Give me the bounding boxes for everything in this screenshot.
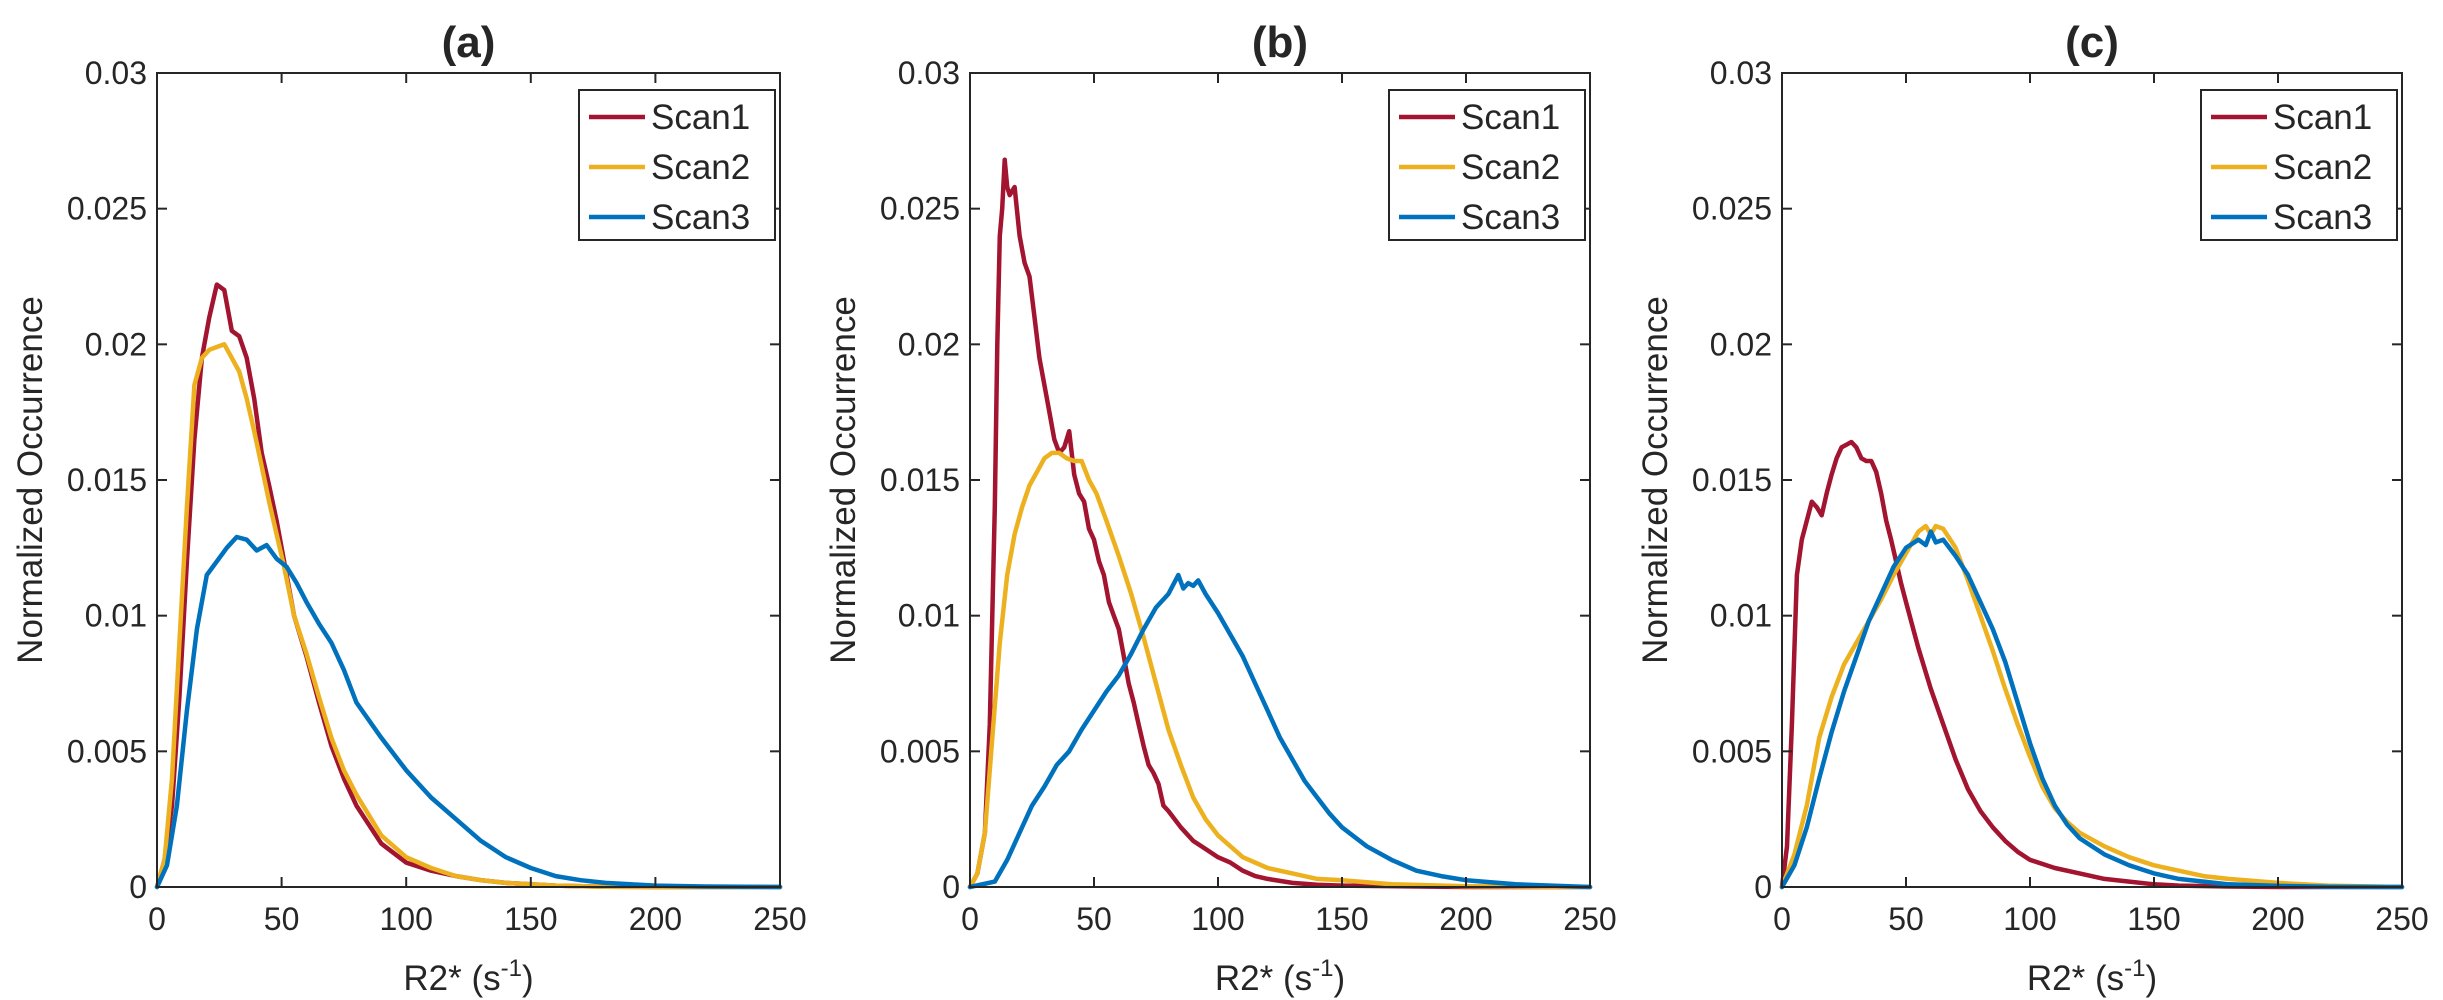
panel-1: (a) 0 50 100 150 200 250 0 0.005 0.01 0.015 0.02 0.0… bbox=[11, 18, 807, 998]
y-tick-label: 0.02 bbox=[1710, 326, 1772, 362]
legend-label-scan3: Scan3 bbox=[651, 198, 750, 237]
panel-title: (c) bbox=[2065, 18, 2119, 67]
y-tick-label: 0.025 bbox=[1692, 191, 1772, 227]
legend-label-scan1: Scan1 bbox=[2273, 98, 2372, 137]
x-tick-label: 50 bbox=[1888, 901, 1924, 937]
y-tick-label: 0.01 bbox=[1710, 598, 1772, 634]
x-tick-label: 100 bbox=[380, 901, 433, 937]
y-tick-label: 0.01 bbox=[898, 598, 960, 634]
y-tick-label: 0.015 bbox=[880, 462, 960, 498]
series-line-scan1 bbox=[1779, 439, 2405, 890]
legend-label-scan2: Scan2 bbox=[651, 148, 750, 187]
x-axis-label-close: ) bbox=[1333, 959, 1345, 998]
series-line-scan3 bbox=[154, 534, 783, 890]
x-axis-label-sup: -1 bbox=[501, 955, 522, 982]
x-axis-label-close: ) bbox=[2145, 959, 2157, 998]
x-tick-label: 200 bbox=[2251, 901, 2304, 937]
y-tick-label: 0.01 bbox=[85, 598, 147, 634]
panel-2: (b) 0 50 100 150 200 250 0 0.005 0.01 0.015 0.02 0.0… bbox=[824, 18, 1617, 998]
y-tick-label: 0 bbox=[942, 869, 960, 905]
x-axis-label-sup: -1 bbox=[1312, 955, 1333, 982]
y-tick-label: 0.02 bbox=[898, 326, 960, 362]
x-tick-label: 250 bbox=[753, 901, 806, 937]
series-line-scan3 bbox=[967, 572, 1593, 890]
y-tick-label: 0.02 bbox=[85, 326, 147, 362]
x-axis-label: R2* (s-1) bbox=[2027, 955, 2157, 998]
y-tick-label: 0.03 bbox=[1710, 55, 1772, 91]
series-line-scan2 bbox=[967, 450, 1593, 890]
y-tick-label: 0.03 bbox=[898, 55, 960, 91]
x-axis-label: R2* (s-1) bbox=[1215, 955, 1345, 998]
legend-label-scan2: Scan2 bbox=[2273, 148, 2372, 187]
y-tick-label: 0.005 bbox=[1692, 733, 1772, 769]
panel-title: (a) bbox=[442, 18, 496, 67]
y-tick-label: 0 bbox=[129, 869, 147, 905]
legend-label-scan2: Scan2 bbox=[1461, 148, 1560, 187]
x-tick-label: 150 bbox=[2127, 901, 2180, 937]
series-group bbox=[1779, 439, 2405, 890]
y-tick-label: 0.015 bbox=[67, 462, 147, 498]
legend: Scan1 Scan2 Scan3 bbox=[2200, 89, 2398, 241]
panel-3: (c) 0 50 100 150 200 250 0 0.005 0.01 0.015 0.02 0.0… bbox=[1636, 18, 2429, 998]
x-axis-label-main: R2* (s bbox=[2027, 959, 2124, 998]
legend-label-scan1: Scan1 bbox=[651, 98, 750, 137]
series-line-scan1 bbox=[154, 282, 783, 890]
x-tick-label: 200 bbox=[629, 901, 682, 937]
x-tick-label: 250 bbox=[1563, 901, 1616, 937]
y-tick-label: 0.03 bbox=[85, 55, 147, 91]
series-group bbox=[154, 282, 783, 890]
legend-label-scan1: Scan1 bbox=[1461, 98, 1560, 137]
x-tick-label: 0 bbox=[148, 901, 166, 937]
y-axis-label: Normalized Occurrence bbox=[1636, 296, 1675, 664]
legend: Scan1 Scan2 Scan3 bbox=[1388, 89, 1586, 241]
x-axis-label-main: R2* (s bbox=[1215, 959, 1312, 998]
series-line-scan3 bbox=[1779, 529, 2405, 890]
x-tick-label: 250 bbox=[2375, 901, 2428, 937]
x-tick-label: 200 bbox=[1439, 901, 1492, 937]
x-tick-label: 0 bbox=[961, 901, 979, 937]
x-tick-label: 0 bbox=[1773, 901, 1791, 937]
series-line-scan1 bbox=[967, 157, 1593, 890]
y-tick-label: 0 bbox=[1754, 869, 1772, 905]
panel-title: (b) bbox=[1252, 18, 1308, 67]
x-axis-label-close: ) bbox=[522, 959, 534, 998]
series-line-scan2 bbox=[154, 342, 783, 890]
y-tick-label: 0.005 bbox=[67, 733, 147, 769]
y-tick-label: 0.005 bbox=[880, 733, 960, 769]
x-tick-label: 150 bbox=[504, 901, 557, 937]
y-tick-label: 0.025 bbox=[67, 191, 147, 227]
x-axis-label-main: R2* (s bbox=[403, 959, 500, 998]
legend-label-scan3: Scan3 bbox=[1461, 198, 1560, 237]
y-tick-label: 0.015 bbox=[1692, 462, 1772, 498]
x-tick-label: 150 bbox=[1315, 901, 1368, 937]
x-tick-label: 100 bbox=[2003, 901, 2056, 937]
series-group bbox=[967, 157, 1593, 890]
x-axis-label-sup: -1 bbox=[2124, 955, 2145, 982]
y-axis-label: Normalized Occurrence bbox=[11, 296, 50, 664]
legend: Scan1 Scan2 Scan3 bbox=[578, 89, 776, 241]
x-tick-label: 50 bbox=[264, 901, 300, 937]
x-axis-label: R2* (s-1) bbox=[403, 955, 533, 998]
y-axis-label: Normalized Occurrence bbox=[824, 296, 863, 664]
y-tick-label: 0.025 bbox=[880, 191, 960, 227]
x-tick-label: 50 bbox=[1076, 901, 1112, 937]
x-tick-label: 100 bbox=[1191, 901, 1244, 937]
legend-label-scan3: Scan3 bbox=[2273, 198, 2372, 237]
series-line-scan2 bbox=[1779, 523, 2405, 890]
